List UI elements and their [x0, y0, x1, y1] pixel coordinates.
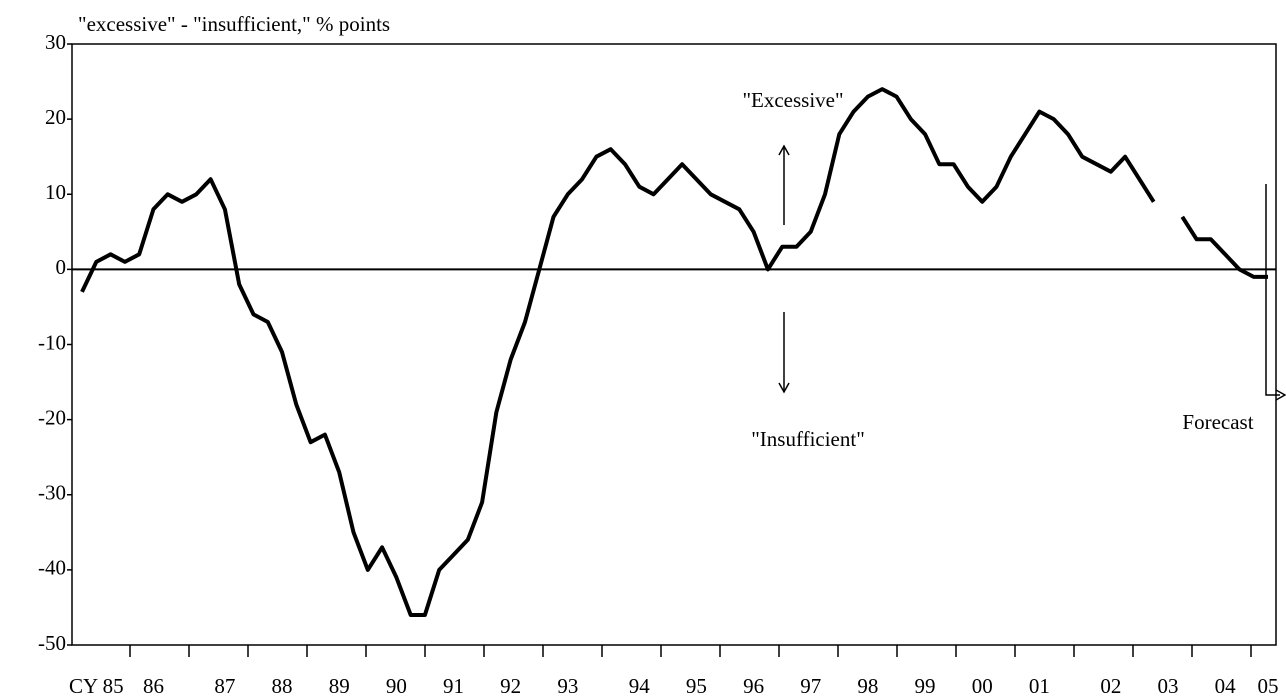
x-tick-label: 94: [629, 674, 651, 698]
x-tick-label: 91: [443, 674, 464, 698]
y-tick-label: 0: [56, 255, 67, 279]
x-tick-label: 03: [1157, 674, 1178, 698]
y-tick-label: -10: [38, 330, 66, 354]
x-tick-label: 02: [1100, 674, 1121, 698]
y-tick-label: 30: [45, 30, 66, 54]
x-tick-label: 01: [1029, 674, 1050, 698]
x-tick-label: 05: [1258, 674, 1279, 698]
y-tick-label: 10: [45, 180, 66, 204]
data-line: [80, 87, 1268, 617]
x-ticks: [129, 645, 1252, 657]
y-axis-label: "excessive" - "insufficient," % points: [78, 12, 390, 36]
y-tick-label: 20: [45, 105, 66, 129]
x-tick-label: 04: [1215, 674, 1237, 698]
x-tick-label: 86: [143, 674, 164, 698]
x-tick-label: 89: [329, 674, 350, 698]
annotation: Forecast: [1182, 410, 1253, 434]
x-tick-label: 87: [214, 674, 235, 698]
arrows: [778, 144, 1286, 401]
x-tick-label: 98: [857, 674, 878, 698]
x-tick-label: 99: [915, 674, 936, 698]
y-tick-label: -50: [38, 631, 66, 655]
x-tick-label: 00: [972, 674, 993, 698]
x-tick-label: 97: [800, 674, 821, 698]
x-tick-label: 96: [743, 674, 764, 698]
x-tick-label: CY 85: [69, 674, 124, 698]
x-tick-label: 93: [557, 674, 578, 698]
y-tick-label: -30: [38, 481, 66, 505]
x-tick-label: 90: [386, 674, 407, 698]
annotation: "Insufficient": [751, 427, 865, 451]
plot-frame: [71, 43, 1277, 646]
x-tick-label: 88: [272, 674, 293, 698]
y-tick-label: -40: [38, 556, 66, 580]
x-tick-label: 92: [500, 674, 521, 698]
annotation: "Excessive": [742, 88, 843, 112]
x-tick-label: 95: [686, 674, 707, 698]
y-tick-label: -20: [38, 405, 66, 429]
